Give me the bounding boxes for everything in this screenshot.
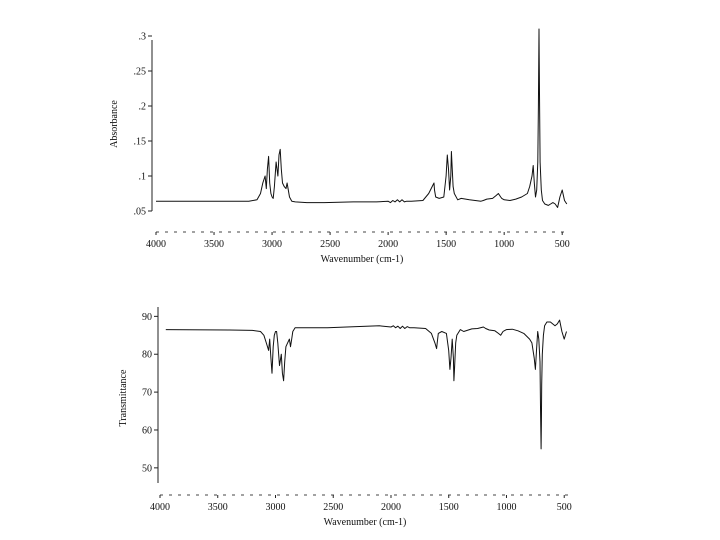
absorbance-plot: .05 .1 .15 .2 .25 .3 4000 3500 3000 2500 2000 1500 1… xyxy=(109,28,570,265)
y-tick-label: 80 xyxy=(142,350,152,361)
x-tick-label: 500 xyxy=(557,502,572,513)
x-tick-label: 1500 xyxy=(436,239,456,250)
x-tick-label: 4000 xyxy=(150,502,170,513)
y-tick-label: 50 xyxy=(142,463,152,474)
y-tick-label: 70 xyxy=(142,388,152,399)
x-tick-label: 1000 xyxy=(494,239,514,250)
y-tick-label: .05 xyxy=(134,207,147,218)
y-tick-label: .3 xyxy=(139,32,147,43)
x-tick-label: 3000 xyxy=(262,239,282,250)
x-tick-label: 3000 xyxy=(265,502,285,513)
x-tick-label: 2500 xyxy=(320,239,340,250)
x-tick-label: 3500 xyxy=(204,239,224,250)
x-tick-label: 1000 xyxy=(496,502,516,513)
x-tick-label: 500 xyxy=(555,239,570,250)
transmittance-plot: 50 60 70 80 90 4000 3500 3000 2500 2000 1500 1000 50… xyxy=(118,307,572,528)
y-tick-label: 90 xyxy=(142,312,152,323)
y-tick-label: .15 xyxy=(134,137,147,148)
x-tick-label: 1500 xyxy=(439,502,459,513)
y-axis-title: Absorbance xyxy=(109,100,120,148)
x-axis-title: Wavenumber (cm-1) xyxy=(324,517,407,528)
y-tick-label: .25 xyxy=(134,67,147,78)
x-tick-label: 3500 xyxy=(208,502,228,513)
x-axis-title: Wavenumber (cm-1) xyxy=(321,254,404,265)
y-tick-label: .2 xyxy=(139,102,147,113)
x-tick-label: 2500 xyxy=(323,502,343,513)
spectrum-line xyxy=(165,319,567,450)
x-tick-label: 4000 xyxy=(146,239,166,250)
spectrum-line xyxy=(156,28,568,208)
y-axis-title: Transmittance xyxy=(118,369,129,426)
x-tick-label: 2000 xyxy=(378,239,398,250)
y-tick-label: 60 xyxy=(142,425,152,436)
x-tick-label: 2000 xyxy=(381,502,401,513)
y-tick-label: .1 xyxy=(139,172,147,183)
